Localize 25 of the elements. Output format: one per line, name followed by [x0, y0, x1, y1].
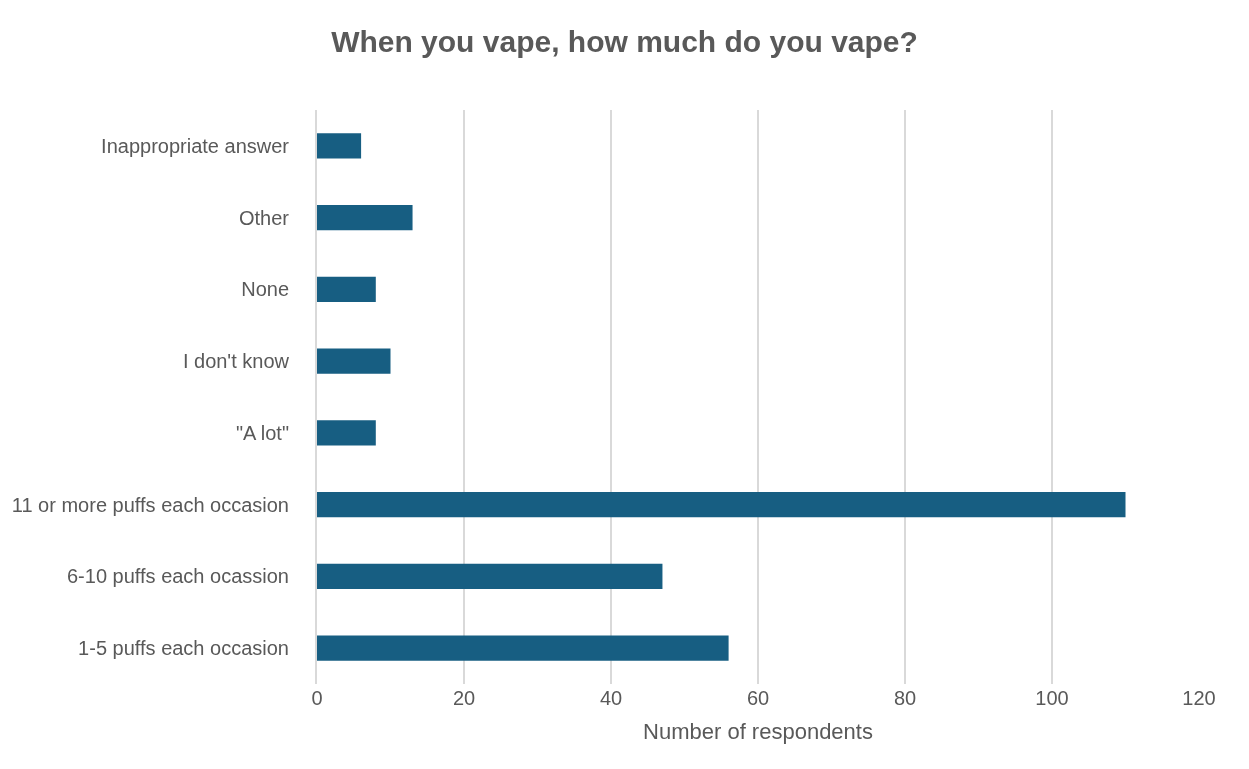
bar [317, 635, 729, 661]
x-tick-label: 20 [452, 687, 476, 709]
y-tick-label: I don't know [182, 350, 290, 373]
x-tick-label: 80 [893, 687, 917, 709]
y-tick-label: 1-5 puffs each occasion [78, 637, 289, 660]
x-tick-label: 40 [599, 687, 623, 709]
y-tick-label: 11 or more puffs each occasion [11, 493, 289, 516]
bar [317, 492, 1126, 518]
x-axis-title: Number of respondents [643, 718, 873, 744]
y-tick-label: Inappropriate answer [101, 134, 290, 157]
bar [317, 205, 413, 231]
x-tick-label: 120 [1182, 687, 1216, 709]
bar [317, 348, 391, 374]
y-tick-label: 6-10 puffs each ocassion [66, 565, 289, 588]
y-tick-label: Other [238, 206, 290, 229]
x-tick-label: 0 [311, 687, 323, 709]
y-tick-label: None [241, 278, 289, 301]
x-tick-label: 100 [1035, 687, 1069, 709]
bar [317, 276, 376, 302]
bar [317, 563, 663, 589]
y-tick-label: "A lot" [235, 421, 289, 444]
bar [317, 420, 376, 446]
chart-title: When you vape, how much do you vape? [331, 24, 918, 58]
x-tick-label: 60 [746, 687, 770, 709]
bar [317, 133, 362, 159]
